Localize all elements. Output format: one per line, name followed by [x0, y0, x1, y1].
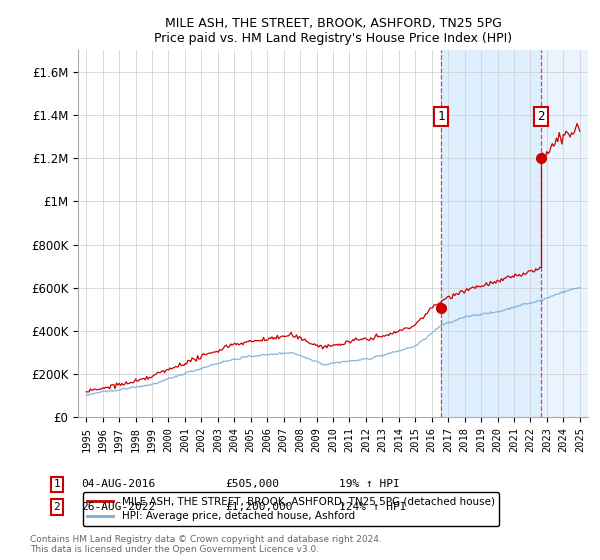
- Text: 2: 2: [53, 502, 61, 512]
- Title: MILE ASH, THE STREET, BROOK, ASHFORD, TN25 5PG
Price paid vs. HM Land Registry's: MILE ASH, THE STREET, BROOK, ASHFORD, TN…: [154, 17, 512, 45]
- Legend: MILE ASH, THE STREET, BROOK, ASHFORD, TN25 5PG (detached house), HPI: Average pr: MILE ASH, THE STREET, BROOK, ASHFORD, TN…: [83, 492, 499, 526]
- Bar: [441, 50, 541, 417]
- Text: 124% ↑ HPI: 124% ↑ HPI: [339, 502, 407, 512]
- Text: 2: 2: [538, 110, 545, 123]
- Text: Contains HM Land Registry data © Crown copyright and database right 2024.
This d: Contains HM Land Registry data © Crown c…: [30, 535, 382, 554]
- Bar: [541, 50, 588, 417]
- Text: 04-AUG-2016: 04-AUG-2016: [81, 479, 155, 489]
- Text: £505,000: £505,000: [225, 479, 279, 489]
- Text: 19% ↑ HPI: 19% ↑ HPI: [339, 479, 400, 489]
- Text: 26-AUG-2022: 26-AUG-2022: [81, 502, 155, 512]
- Text: 1: 1: [437, 110, 445, 123]
- Text: 1: 1: [53, 479, 61, 489]
- Text: £1,200,000: £1,200,000: [225, 502, 293, 512]
